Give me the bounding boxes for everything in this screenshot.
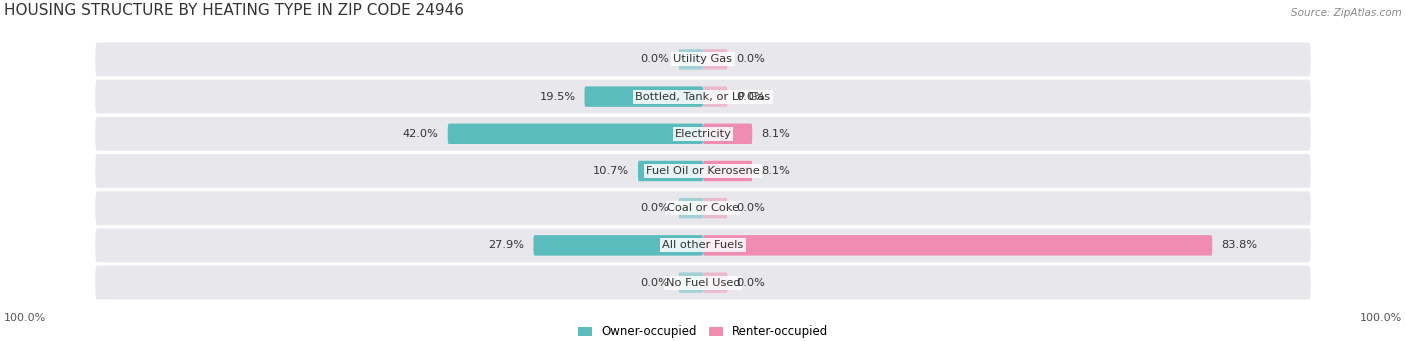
Text: Source: ZipAtlas.com: Source: ZipAtlas.com xyxy=(1291,9,1402,18)
Text: 42.0%: 42.0% xyxy=(402,129,439,139)
Text: 27.9%: 27.9% xyxy=(488,240,524,250)
Text: 100.0%: 100.0% xyxy=(4,313,46,323)
Legend: Owner-occupied, Renter-occupied: Owner-occupied, Renter-occupied xyxy=(578,325,828,339)
Text: 19.5%: 19.5% xyxy=(540,92,575,102)
Text: Utility Gas: Utility Gas xyxy=(673,55,733,64)
FancyBboxPatch shape xyxy=(703,123,752,144)
Text: Coal or Coke: Coal or Coke xyxy=(666,203,740,213)
Text: 100.0%: 100.0% xyxy=(1360,313,1402,323)
Text: 10.7%: 10.7% xyxy=(593,166,628,176)
Text: Fuel Oil or Kerosene: Fuel Oil or Kerosene xyxy=(647,166,759,176)
FancyBboxPatch shape xyxy=(533,235,703,256)
FancyBboxPatch shape xyxy=(703,235,1212,256)
FancyBboxPatch shape xyxy=(96,117,1310,151)
FancyBboxPatch shape xyxy=(585,86,703,107)
FancyBboxPatch shape xyxy=(703,198,727,218)
FancyBboxPatch shape xyxy=(447,123,703,144)
FancyBboxPatch shape xyxy=(96,228,1310,262)
Text: All other Fuels: All other Fuels xyxy=(662,240,744,250)
Text: HOUSING STRUCTURE BY HEATING TYPE IN ZIP CODE 24946: HOUSING STRUCTURE BY HEATING TYPE IN ZIP… xyxy=(4,3,464,18)
FancyBboxPatch shape xyxy=(703,161,752,181)
FancyBboxPatch shape xyxy=(638,161,703,181)
FancyBboxPatch shape xyxy=(96,80,1310,114)
Text: Bottled, Tank, or LP Gas: Bottled, Tank, or LP Gas xyxy=(636,92,770,102)
Text: 0.0%: 0.0% xyxy=(737,278,765,287)
FancyBboxPatch shape xyxy=(96,154,1310,188)
FancyBboxPatch shape xyxy=(703,86,727,107)
FancyBboxPatch shape xyxy=(679,272,703,293)
FancyBboxPatch shape xyxy=(96,266,1310,299)
FancyBboxPatch shape xyxy=(96,43,1310,76)
FancyBboxPatch shape xyxy=(96,191,1310,225)
FancyBboxPatch shape xyxy=(703,49,727,70)
FancyBboxPatch shape xyxy=(679,49,703,70)
Text: No Fuel Used: No Fuel Used xyxy=(665,278,741,287)
Text: 83.8%: 83.8% xyxy=(1222,240,1257,250)
FancyBboxPatch shape xyxy=(703,272,727,293)
Text: 0.0%: 0.0% xyxy=(737,203,765,213)
Text: 0.0%: 0.0% xyxy=(641,55,669,64)
Text: 0.0%: 0.0% xyxy=(737,92,765,102)
Text: 8.1%: 8.1% xyxy=(761,166,790,176)
Text: 0.0%: 0.0% xyxy=(737,55,765,64)
FancyBboxPatch shape xyxy=(679,198,703,218)
Text: 0.0%: 0.0% xyxy=(641,278,669,287)
Text: Electricity: Electricity xyxy=(675,129,731,139)
Text: 8.1%: 8.1% xyxy=(761,129,790,139)
Text: 0.0%: 0.0% xyxy=(641,203,669,213)
